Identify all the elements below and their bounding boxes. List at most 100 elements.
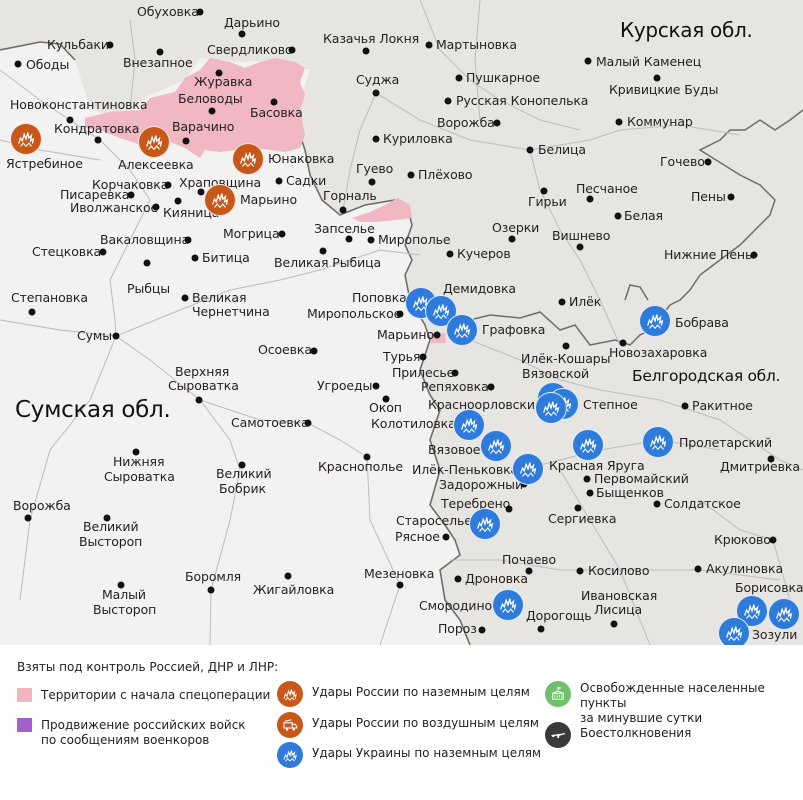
settlement-label: Великая Рыбица [274,255,382,270]
settlement-label: Вязовое [428,442,481,457]
settlement-label: Задорожный [439,477,523,492]
russia-strike-explosion-icon[interactable] [138,126,170,158]
settlement-label: Вязовской [522,366,590,381]
settlement-dot [425,41,433,49]
legend-label: Удары России по воздушным целям [312,716,539,730]
russia-strike-explosion-icon[interactable] [204,184,236,216]
settlement-label: Миропольское [307,306,402,321]
settlement-label: Великий [216,466,272,481]
settlement-dot [562,342,570,350]
legend-item-liberated: Освобожденные населенные пункты за минув… [545,681,803,726]
settlement-dot [619,339,627,347]
settlement-label: Гочево [660,154,705,169]
legend-item-territory: Территории с начала спецоперации [17,688,270,703]
settlement-label: Зозули [752,627,798,642]
settlement-dot [345,235,353,243]
settlement-dot [152,203,160,211]
settlement-label: Озерки [492,220,540,235]
pink-square-icon [17,688,32,702]
settlement-label: Внезапное [123,55,193,70]
ukraine-strike-explosion-icon[interactable] [768,598,800,630]
settlement-label: Юнаковка [268,151,335,166]
settlement-label: Быщенков [596,485,664,500]
settlement-dot [586,195,594,203]
ukraine-territory [0,42,470,645]
ukraine-strike-explosion-icon[interactable] [453,409,485,441]
settlement-label: Борисовка [735,580,803,595]
settlement-label: Чернетчина [192,304,270,319]
settlement-label: Осоевка [258,342,312,357]
ukraine-strike-explosion-icon[interactable] [572,429,604,461]
settlement-dot [284,572,292,580]
ukraine-strike-explosion-icon[interactable] [639,305,671,337]
settlement-dot [106,41,114,49]
settlement-dot [396,310,404,318]
truck-icon [277,712,303,738]
settlement-label: Бобрик [219,481,266,496]
legend-item-ua-ground: Удары Украины по наземным целям [277,742,541,768]
settlement-label: Песчаное [576,181,638,196]
settlement-dot [238,30,246,38]
russia-strike-explosion-icon[interactable] [232,143,264,175]
settlement-dot [576,243,584,251]
settlement-label: Плёхово [418,167,473,182]
settlement-dot [419,353,427,361]
settlement-label: Варачино [172,119,235,134]
settlement-label: Ракитное [692,398,753,413]
settlement-label: Белица [538,142,586,157]
settlement-dot [94,136,102,144]
settlement-label: Новоконстантиновка [10,97,148,112]
settlement-dot [653,500,661,508]
settlement-label: Ястребиное [6,156,83,171]
settlement-dot [505,505,513,513]
settlement-label: Малый Каменец [596,54,702,69]
settlement-label: Великая [192,290,247,305]
settlement-dot [14,60,22,68]
legend-label: Освобожденные населенные пункты за минув… [580,681,765,725]
settlement-label: Иволжанское [70,200,159,215]
settlement-dot [455,74,463,82]
settlement-dot [195,396,203,404]
settlement-label: Нижняя [113,454,165,469]
ukraine-strike-explosion-icon[interactable] [480,430,512,462]
settlement-dot [304,419,312,427]
settlement-label: Кульбаки [47,37,109,52]
settlement-dot [156,48,164,56]
settlement-label: Илёк-Кошары [521,351,611,366]
settlement-label: Почаево [502,552,557,567]
settlement-dot [396,581,404,589]
settlement-dot [750,251,758,259]
settlement-label: Белая [624,208,663,223]
settlement-label: Писаревка [60,187,130,202]
ukraine-strike-explosion-icon[interactable] [535,392,567,424]
settlement-label: Верхняя [175,364,230,379]
settlement-dot [508,235,516,243]
ukraine-strike-explosion-icon[interactable] [718,617,750,645]
ukraine-strike-explosion-icon[interactable] [642,426,674,458]
settlement-dot [372,135,380,143]
region-label-belgorod: Белгородская обл. [632,367,781,385]
russia-strike-explosion-icon[interactable] [10,123,42,155]
ukraine-strike-explosion-icon[interactable] [492,589,524,621]
settlement-dot [127,191,135,199]
legend-label: Боестолкновения [580,726,692,740]
settlement-dot [197,188,205,196]
settlement-label: Графовка [482,322,546,337]
legend-item-clashes: Боестолкновения [545,722,691,748]
ukraine-strike-explosion-icon[interactable] [512,453,544,485]
ukraine-strike-explosion-icon[interactable] [446,314,478,346]
settlement-dot [583,475,591,483]
ukraine-strike-explosion-icon[interactable] [469,508,501,540]
settlement-label: Смородино [419,598,493,613]
settlement-label: Степное [583,397,638,412]
settlement-label: Дарьино [224,15,280,30]
settlement-label: Могрица [223,226,280,241]
settlement-dot [164,181,172,189]
settlement-dot [207,586,215,594]
map[interactable]: Курская обл. Сумская обл. Белгородская о… [0,0,803,645]
settlement-label: Косилово [588,563,650,578]
settlement-label: Новозахаровка [609,345,708,360]
settlement-label: Битица [202,250,250,265]
settlement-label: Гирьи [528,194,567,209]
settlement-label: Пены [691,189,726,204]
